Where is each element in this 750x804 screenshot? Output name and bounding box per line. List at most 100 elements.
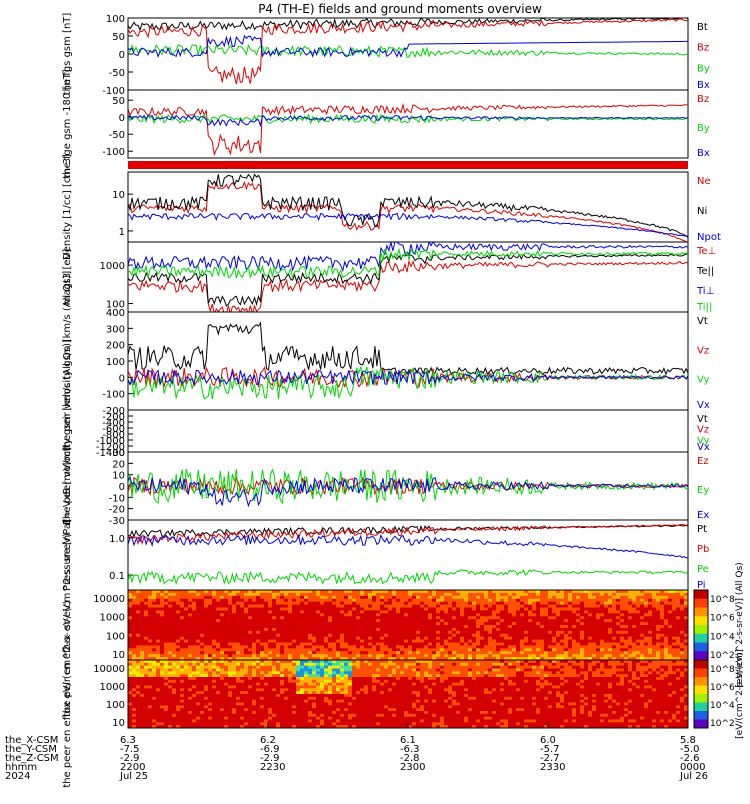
legend-label-fgs: Bx bbox=[697, 80, 710, 91]
legend-label-peir_vel: Vz bbox=[697, 345, 709, 356]
ytick-label: 0.1 bbox=[109, 571, 125, 582]
ytick-label: 1000 bbox=[100, 613, 125, 624]
ytick-label: 1000 bbox=[100, 261, 125, 272]
colorbar-peer_spec: 10^8 10^6 10^4 10^2[eV/(cm^2-s-sr-eV)] bbox=[694, 649, 745, 739]
series-line-pressure-2 bbox=[128, 570, 688, 584]
ytick-label: 100 bbox=[106, 357, 125, 368]
panels-group: the fgs gsm [nT]100500-50-100BtBzByBxthe… bbox=[62, 13, 745, 788]
panel-ylabel-peer_spec: the peer en eflux eV/ (cm^2-s- sr-eV) bbox=[62, 600, 73, 787]
spectrogram-peir_spec bbox=[128, 590, 689, 661]
ephem-value: 2330 bbox=[540, 762, 565, 773]
ytick-label: 10000 bbox=[93, 594, 125, 605]
ytick-label: 10 bbox=[112, 471, 125, 482]
date-label: Jul 25 bbox=[119, 771, 148, 782]
data-gap-bar bbox=[128, 161, 688, 169]
legend-label-fge: By bbox=[697, 123, 710, 134]
legend-label-efield: Ex bbox=[697, 510, 709, 521]
ytick-label: -30 bbox=[109, 516, 125, 527]
legend-label-peir_vel: Vx bbox=[697, 400, 710, 411]
panel-peir_vel: the peir velocity gsm [km/s (All Qs)]400… bbox=[62, 271, 710, 452]
colorbar-tick: 10^2 bbox=[710, 719, 735, 729]
legend-label-density: Npot bbox=[697, 232, 721, 243]
ytick-label: 0 bbox=[119, 113, 125, 124]
series-line-temp-0 bbox=[128, 261, 688, 314]
series-line-efield-2 bbox=[128, 478, 688, 506]
legend-label-peer_vel: Vz bbox=[697, 425, 709, 436]
date-label: Jul 26 bbox=[679, 771, 708, 782]
legend-label-density: Ne bbox=[697, 176, 711, 187]
ytick-label: 20 bbox=[112, 459, 125, 470]
ytick-label: -100 bbox=[102, 147, 125, 158]
ytick-label: 10000 bbox=[93, 664, 125, 675]
series-line-peir_vel-0 bbox=[128, 323, 688, 374]
colorbar-tick: 10^8 bbox=[710, 595, 735, 605]
legend-label-pressure: Pb bbox=[697, 544, 709, 555]
panel-frame-density bbox=[128, 172, 688, 242]
year-label: 2024 bbox=[5, 771, 30, 782]
ytick-label: 1 bbox=[119, 227, 125, 238]
ytick-label: 30 bbox=[112, 448, 125, 459]
legend-label-fge: Bx bbox=[697, 148, 710, 159]
colorbar-tick: 10^8 bbox=[710, 665, 735, 675]
legend-label-fgs: Bz bbox=[697, 43, 709, 54]
legend-label-density: Ni bbox=[697, 206, 707, 217]
legend-label-temp: Te|| bbox=[696, 266, 714, 277]
ytick-label: 0 bbox=[119, 50, 125, 61]
panel-frame-peer_vel bbox=[128, 410, 688, 452]
legend-label-fgs: Bt bbox=[697, 22, 708, 33]
panel-ylabel-density: Density [1/cc] [cm-3] bbox=[62, 154, 73, 260]
legend-label-temp: Te⊥ bbox=[696, 246, 716, 257]
ytick-label: 300 bbox=[106, 324, 125, 335]
legend-label-temp: Ti⊥ bbox=[696, 286, 714, 297]
series-line-density-0 bbox=[128, 182, 688, 243]
series-line-fgs-0 bbox=[128, 18, 688, 30]
legend-label-efield: Ey bbox=[697, 485, 709, 496]
spectrogram-peer_spec bbox=[128, 660, 689, 729]
ytick-label: -20 bbox=[109, 505, 125, 516]
colorbar-tick: 10^6 bbox=[710, 614, 735, 624]
legend-label-pressure: Pe bbox=[697, 564, 709, 575]
legend-label-peir_vel: Vt bbox=[697, 316, 708, 327]
legend-label-fgs: By bbox=[697, 63, 710, 74]
legend-label-pressure: Pt bbox=[697, 524, 707, 535]
ytick-label: 0 bbox=[119, 482, 125, 493]
colorbar-tick: 10^6 bbox=[710, 683, 735, 693]
series-line-density-1 bbox=[128, 174, 688, 237]
legend-label-peir_vel: Vy bbox=[697, 375, 710, 386]
colorbar-tick: 10^4 bbox=[710, 632, 735, 642]
ytick-label: 0 bbox=[119, 373, 125, 384]
ytick-label: -50 bbox=[109, 68, 125, 79]
ephem-value: 2230 bbox=[260, 762, 285, 773]
legend-label-fge: Bz bbox=[697, 94, 709, 105]
ytick-label: 1000 bbox=[100, 682, 125, 693]
ytick-label: 50 bbox=[112, 96, 125, 107]
legend-label-efield: Ez bbox=[697, 456, 709, 467]
ytick-label: 200 bbox=[106, 341, 125, 352]
legend-label-temp: Ti|| bbox=[696, 302, 712, 313]
ytick-label: 50 bbox=[112, 32, 125, 43]
chart-title: P4 (TH-E) fields and ground moments over… bbox=[258, 2, 542, 16]
panel-ylabel-efield: E=-VxB [mV/m] bbox=[62, 447, 73, 525]
legend-label-peer_vel: Vt bbox=[697, 414, 708, 425]
ytick-label: 10 bbox=[112, 190, 125, 201]
series-line-fge-0 bbox=[128, 105, 688, 155]
ytick-label: 400 bbox=[106, 308, 125, 319]
ytick-label: 100 bbox=[106, 14, 125, 25]
ephem-value: 2300 bbox=[400, 762, 425, 773]
ytick-label: 100 bbox=[106, 700, 125, 711]
series-line-pressure-3 bbox=[128, 535, 688, 558]
ytick-label: 10 bbox=[112, 650, 125, 661]
ytick-label: 100 bbox=[106, 631, 125, 642]
legend-label-peer_vel: Vx bbox=[697, 442, 710, 453]
legend-label-pressure: Pi bbox=[697, 580, 706, 591]
colorbar-tick: 10^4 bbox=[710, 701, 735, 711]
ytick-label: 10 bbox=[112, 718, 125, 729]
colorbar-label: [eV/(cm^2-s-sr-eV)] bbox=[735, 649, 745, 739]
colorbar-tick: 10^2 bbox=[710, 651, 735, 661]
